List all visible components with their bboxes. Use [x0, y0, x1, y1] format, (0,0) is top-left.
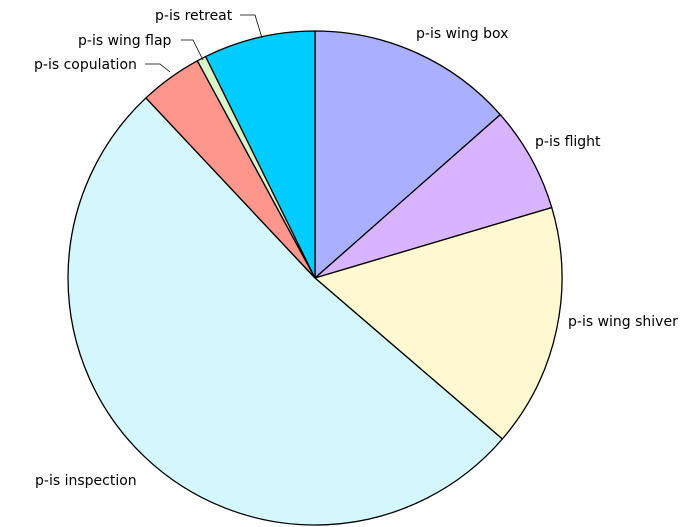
leader-line-p-is-copulation [145, 63, 171, 73]
pie-slice-p-is-flight [314, 113, 553, 279]
slice-label-p-is-wing-flap: p-is wing flap [78, 33, 172, 49]
pie-slice-p-is-wing-box [314, 30, 502, 280]
slices-layer [67, 30, 563, 526]
leader-line-p-is-retreat [240, 14, 263, 39]
pie-slice-p-is-retreat [204, 30, 316, 279]
slice-label-p-is-copulation: p-is copulation [34, 57, 137, 73]
slice-label-p-is-inspection: p-is inspection [35, 473, 137, 489]
slice-label-p-is-wing-box: p-is wing box [416, 26, 508, 42]
leader-line-p-is-wing-flap [181, 39, 204, 61]
slice-label-p-is-flight: p-is flight [535, 134, 601, 150]
slice-label-p-is-wing-shiver: p-is wing shiver [568, 314, 678, 330]
pie-slice-p-is-wing-shiver [313, 206, 563, 440]
slice-label-p-is-retreat: p-is retreat [155, 8, 233, 24]
labels-layer: p-is wing box p-is flight p-is wing shiver… [34, 8, 678, 489]
pie-slice-p-is-inspection [67, 97, 504, 526]
